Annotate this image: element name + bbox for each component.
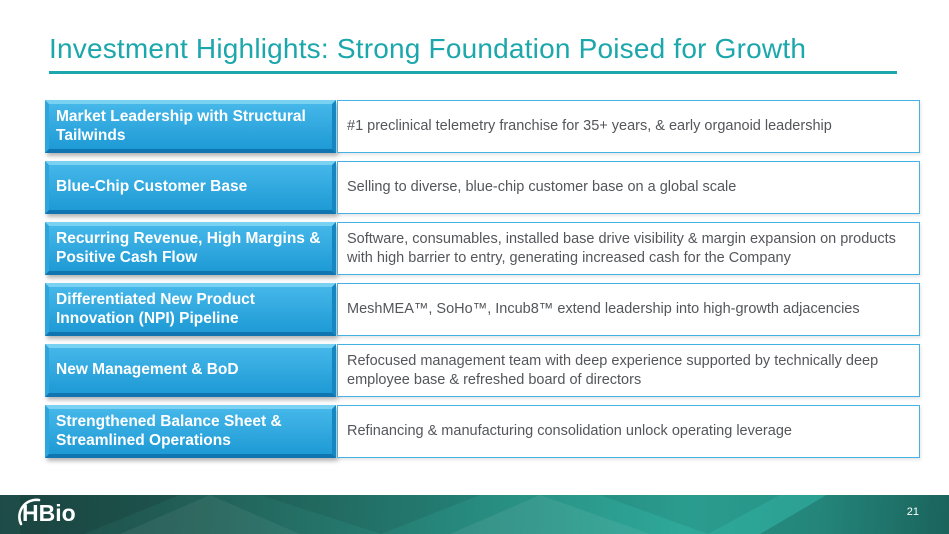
highlight-label-box: New Management & BoD: [45, 344, 336, 397]
highlight-label-box: Differentiated New Product Innovation (N…: [45, 283, 336, 336]
highlight-row: Blue-Chip Customer Base Selling to diver…: [45, 161, 920, 214]
highlight-description-box: #1 preclinical telemetry franchise for 3…: [337, 100, 920, 153]
highlight-label-box: Recurring Revenue, High Margins & Positi…: [45, 222, 336, 275]
highlight-description-box: Refinancing & manufacturing consolidatio…: [337, 405, 920, 458]
highlight-label: Market Leadership with Structural Tailwi…: [56, 107, 306, 144]
highlight-description: #1 preclinical telemetry franchise for 3…: [347, 118, 832, 135]
hbio-logo: HBio: [18, 498, 76, 527]
highlight-row: Strengthened Balance Sheet & Streamlined…: [45, 405, 920, 458]
highlight-label: New Management & BoD: [56, 361, 239, 379]
highlight-label-box: Market Leadership with Structural Tailwi…: [45, 100, 336, 153]
highlight-description: MeshMEA™, SoHo™, Incub8™ extend leadersh…: [347, 301, 860, 318]
footer-facet: [260, 495, 480, 534]
page-number: 21: [906, 506, 919, 518]
highlight-description: Software, consumables, installed base dr…: [347, 230, 896, 266]
highlight-description: Refocused management team with deep expe…: [347, 352, 879, 388]
highlight-label: Blue-Chip Customer Base: [56, 178, 248, 196]
highlight-description: Refinancing & manufacturing consolidatio…: [347, 423, 792, 440]
highlight-label: Strengthened Balance Sheet & Streamlined…: [56, 412, 282, 449]
footer-bar: HBio 21: [0, 495, 949, 534]
highlight-description-box: MeshMEA™, SoHo™, Incub8™ extend leadersh…: [337, 283, 920, 336]
highlight-description-box: Software, consumables, installed base dr…: [337, 222, 920, 275]
highlight-row: Differentiated New Product Innovation (N…: [45, 283, 920, 336]
highlight-row: New Management & BoD Refocused managemen…: [45, 344, 920, 397]
highlight-row: Market Leadership with Structural Tailwi…: [45, 100, 920, 153]
highlight-row: Recurring Revenue, High Margins & Positi…: [45, 222, 920, 275]
highlight-label-box: Blue-Chip Customer Base: [45, 161, 336, 214]
highlight-label: Recurring Revenue, High Margins & Positi…: [56, 229, 321, 266]
logo-arc-icon: [18, 498, 41, 526]
highlights-list: Market Leadership with Structural Tailwi…: [45, 100, 920, 466]
highlight-description: Selling to diverse, blue-chip customer b…: [347, 179, 737, 196]
highlight-description-box: Refocused management team with deep expe…: [337, 344, 920, 397]
highlight-label: Differentiated New Product Innovation (N…: [56, 290, 255, 327]
logo-text: HBio: [22, 500, 76, 526]
page-title: Investment Highlights: Strong Foundation…: [49, 33, 807, 64]
highlight-description-box: Selling to diverse, blue-chip customer b…: [337, 161, 920, 214]
title-underline: [49, 71, 897, 74]
highlight-label-box: Strengthened Balance Sheet & Streamlined…: [45, 405, 336, 458]
footer-facet: [760, 495, 949, 534]
